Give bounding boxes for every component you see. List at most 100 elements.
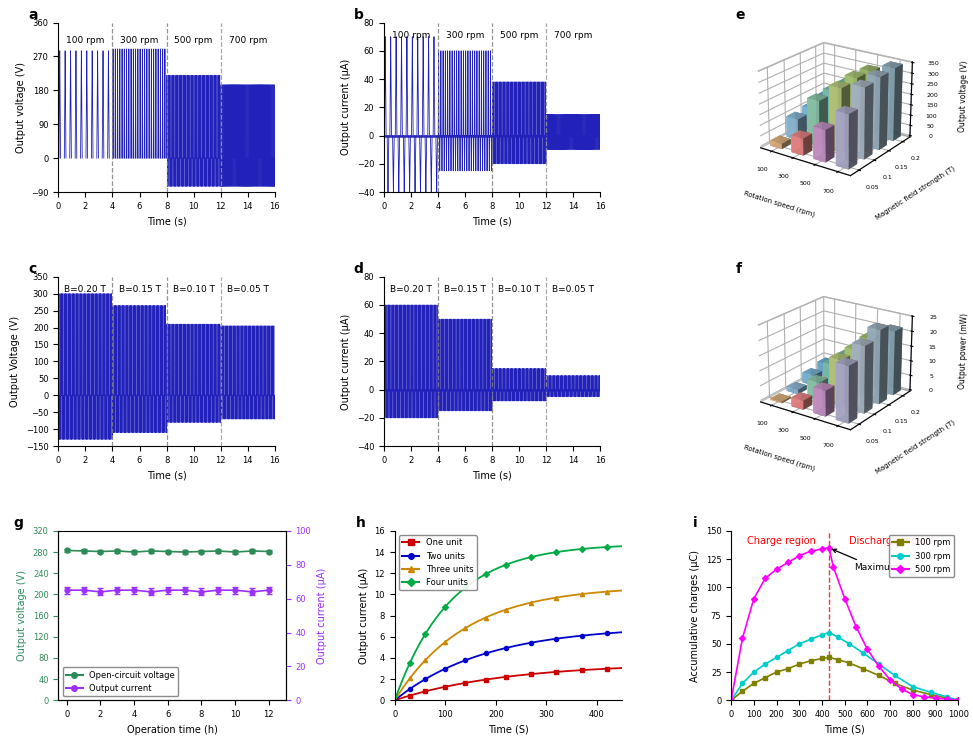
300 rpm <box>857 648 869 657</box>
Text: a: a <box>28 8 38 22</box>
300 rpm <box>725 696 737 705</box>
X-axis label: Time (s): Time (s) <box>147 216 187 227</box>
100 rpm <box>748 679 760 688</box>
Text: i: i <box>693 517 697 530</box>
X-axis label: Operation time (h): Operation time (h) <box>126 724 217 735</box>
Text: 700 rpm: 700 rpm <box>229 36 267 45</box>
500 rpm <box>782 558 794 567</box>
500 rpm <box>907 691 919 700</box>
Line: 500 rpm: 500 rpm <box>729 546 960 703</box>
Y-axis label: Output current (μA): Output current (μA) <box>316 568 327 663</box>
100 rpm <box>759 673 771 682</box>
X-axis label: Time (s): Time (s) <box>472 471 512 480</box>
100 rpm <box>925 691 937 700</box>
500 rpm <box>737 634 748 643</box>
X-axis label: Time (S): Time (S) <box>488 724 528 735</box>
100 rpm <box>725 696 737 705</box>
Text: B=0.15 T: B=0.15 T <box>444 285 486 294</box>
Y-axis label: Output current (μA): Output current (μA) <box>342 313 351 410</box>
500 rpm <box>759 574 771 583</box>
Y-axis label: Output Voltage (V): Output Voltage (V) <box>11 316 20 407</box>
500 rpm <box>816 544 828 553</box>
Y-axis label: Output voltage (V): Output voltage (V) <box>18 570 27 661</box>
300 rpm <box>941 693 953 702</box>
300 rpm <box>805 635 816 644</box>
100 rpm <box>857 664 869 673</box>
100 rpm <box>889 679 901 688</box>
100 rpm <box>844 658 855 668</box>
300 rpm <box>771 653 782 662</box>
Text: Maximum: Maximum <box>833 549 898 572</box>
300 rpm <box>889 671 901 680</box>
300 rpm <box>782 646 794 655</box>
Text: B=0.10 T: B=0.10 T <box>498 285 540 294</box>
500 rpm <box>862 645 874 654</box>
500 rpm <box>828 562 840 572</box>
500 rpm <box>919 693 930 702</box>
X-axis label: Rotation speed (rpm): Rotation speed (rpm) <box>743 190 815 218</box>
100 rpm <box>805 657 816 666</box>
100 rpm <box>793 660 805 669</box>
300 rpm <box>793 639 805 648</box>
100 rpm <box>823 653 835 662</box>
500 rpm <box>823 544 835 553</box>
Y-axis label: Output voltage (V): Output voltage (V) <box>16 62 25 153</box>
300 rpm <box>907 682 919 691</box>
Y-axis label: Magnetic field strength (T): Magnetic field strength (T) <box>875 165 956 221</box>
100 rpm <box>737 687 748 696</box>
300 rpm <box>748 668 760 677</box>
Y-axis label: Magnetic field strength (T): Magnetic field strength (T) <box>875 419 956 475</box>
X-axis label: Time (s): Time (s) <box>147 471 187 480</box>
500 rpm <box>793 551 805 560</box>
Legend: Open-circuit voltage, Output current: Open-circuit voltage, Output current <box>62 667 178 696</box>
Text: h: h <box>356 517 366 530</box>
500 rpm <box>839 594 850 603</box>
X-axis label: Time (s): Time (s) <box>472 216 512 227</box>
100 rpm <box>873 671 884 680</box>
Text: B=0.05 T: B=0.05 T <box>553 285 595 294</box>
500 rpm <box>748 594 760 603</box>
500 rpm <box>896 684 908 694</box>
Legend: One unit, Two units, Three units, Four units: One unit, Two units, Three units, Four u… <box>399 535 477 590</box>
100 rpm <box>953 696 964 705</box>
Text: d: d <box>353 262 364 276</box>
100 rpm <box>782 664 794 673</box>
Y-axis label: Output current (μA): Output current (μA) <box>359 568 369 663</box>
100 rpm <box>832 655 844 664</box>
Text: 500 rpm: 500 rpm <box>500 31 538 40</box>
100 rpm <box>816 654 828 663</box>
X-axis label: Rotation speed (rpm): Rotation speed (rpm) <box>743 444 815 472</box>
500 rpm <box>850 623 862 632</box>
Text: 700 rpm: 700 rpm <box>555 31 593 40</box>
500 rpm <box>805 547 816 556</box>
100 rpm <box>771 668 782 677</box>
500 rpm <box>930 694 942 703</box>
Text: c: c <box>28 262 36 276</box>
Text: e: e <box>736 8 745 22</box>
Text: g: g <box>13 517 22 530</box>
500 rpm <box>771 565 782 574</box>
Text: 100 rpm: 100 rpm <box>392 31 430 40</box>
500 rpm <box>873 662 884 671</box>
300 rpm <box>823 628 835 637</box>
Line: 100 rpm: 100 rpm <box>729 655 960 703</box>
Text: 500 rpm: 500 rpm <box>174 36 213 45</box>
Y-axis label: Output current (μA): Output current (μA) <box>342 59 351 155</box>
300 rpm <box>759 660 771 669</box>
Y-axis label: Accumulative charges (μC): Accumulative charges (μC) <box>690 550 701 681</box>
Line: 300 rpm: 300 rpm <box>729 630 960 703</box>
300 rpm <box>816 630 828 639</box>
Text: 300 rpm: 300 rpm <box>446 31 485 40</box>
300 rpm <box>737 679 748 688</box>
Text: 300 rpm: 300 rpm <box>121 36 159 45</box>
Legend: 100 rpm, 300 rpm, 500 rpm: 100 rpm, 300 rpm, 500 rpm <box>888 535 955 577</box>
500 rpm <box>953 696 964 705</box>
500 rpm <box>884 675 896 684</box>
Text: f: f <box>736 262 741 276</box>
300 rpm <box>953 696 964 705</box>
Text: B=0.20 T: B=0.20 T <box>390 285 432 294</box>
300 rpm <box>925 688 937 697</box>
300 rpm <box>873 660 884 669</box>
X-axis label: Time (S): Time (S) <box>824 724 865 735</box>
100 rpm <box>941 694 953 703</box>
